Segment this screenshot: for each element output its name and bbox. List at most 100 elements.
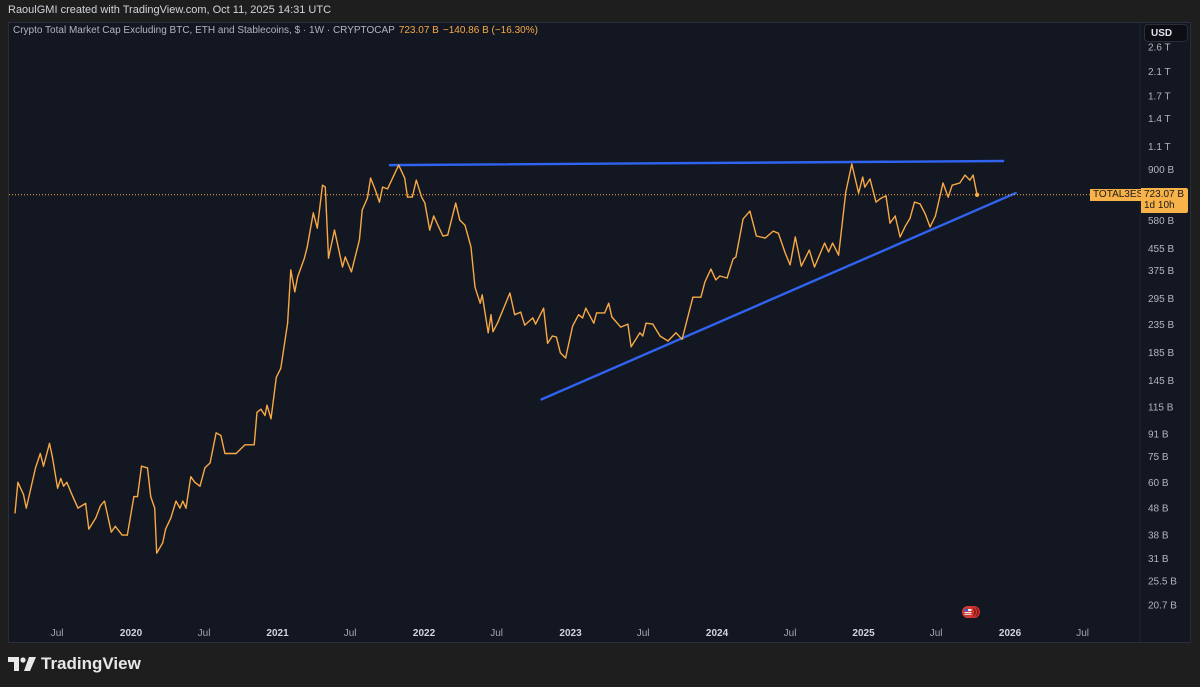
data-point — [675, 332, 677, 334]
data-point — [366, 197, 368, 199]
data-point — [645, 322, 647, 324]
price-tick-label: 455 B — [1148, 244, 1174, 255]
price-tick-label: 48 B — [1148, 504, 1169, 515]
trendline-resistance[interactable] — [388, 159, 1005, 167]
data-point — [909, 217, 911, 219]
time-axis[interactable]: Jul 2020 Jul 2021 Jul 2022 Jul 2023 Jul 2024 Jul 20… — [51, 628, 1089, 639]
time-tick-label: 2024 — [706, 628, 729, 639]
data-point — [704, 281, 706, 283]
data-point — [103, 500, 106, 502]
data-point — [959, 182, 961, 184]
data-point — [455, 202, 457, 204]
data-point — [215, 432, 217, 434]
data-point — [114, 525, 116, 527]
data-point — [585, 307, 587, 309]
data-point — [378, 201, 380, 203]
data-point — [170, 517, 172, 519]
data-point — [150, 496, 152, 498]
data-point — [535, 323, 537, 325]
data-point — [490, 314, 492, 316]
data-point — [224, 452, 226, 455]
tradingview-logo[interactable]: TradingView — [8, 654, 141, 674]
time-tick-label: 2022 — [413, 628, 436, 639]
currency-button[interactable]: USD — [1144, 24, 1188, 42]
price-tick-label: 235 B — [1148, 320, 1174, 331]
data-point — [185, 507, 187, 509]
data-point — [642, 335, 644, 337]
data-point — [543, 307, 545, 309]
data-point — [415, 179, 417, 181]
data-point — [520, 311, 522, 313]
data-point — [710, 268, 712, 270]
data-point — [63, 485, 65, 487]
data-point — [777, 232, 780, 234]
chart-legend: Crypto Total Market Cap Excluding BTC, E… — [13, 25, 538, 36]
data-point — [350, 271, 352, 273]
time-tick-label: Jul — [490, 628, 503, 639]
data-point — [42, 465, 45, 467]
data-point — [951, 184, 953, 186]
data-point — [627, 323, 629, 325]
data-point — [611, 316, 613, 318]
price-tick-label: 295 B — [1148, 294, 1174, 305]
data-point — [524, 324, 526, 326]
data-point — [551, 335, 554, 337]
data-point — [880, 197, 882, 199]
data-point — [156, 552, 158, 554]
data-point — [270, 418, 272, 420]
data-point — [845, 191, 847, 193]
data-point — [327, 257, 330, 259]
data-point — [256, 411, 258, 413]
data-point — [924, 213, 926, 215]
trendlines — [388, 159, 1017, 401]
data-point — [175, 500, 177, 502]
data-point — [899, 236, 901, 238]
data-point — [275, 376, 277, 378]
data-point — [429, 229, 431, 231]
data-point — [692, 296, 694, 298]
price-tick-label: 91 B — [1148, 430, 1169, 441]
data-point — [333, 229, 336, 231]
data-point — [260, 408, 262, 410]
data-point — [470, 246, 472, 248]
data-point — [652, 323, 654, 325]
data-point — [140, 465, 143, 467]
data-point — [659, 335, 661, 337]
data-point — [358, 239, 360, 241]
price-tick-label: 31 B — [1148, 554, 1169, 565]
data-point — [492, 331, 494, 333]
price-axis[interactable]: 2.6 T 2.1 T 1.7 T 1.4 T 1.1 T 900 B 580 B 455 B… — [1148, 43, 1177, 612]
data-point — [667, 340, 669, 342]
data-point — [244, 444, 246, 446]
data-point — [433, 215, 435, 217]
data-point — [312, 212, 314, 214]
data-point — [14, 512, 16, 514]
price-tick-label: 75 B — [1148, 452, 1169, 463]
data-point — [253, 444, 255, 446]
data-point — [190, 476, 192, 478]
data-point — [88, 528, 90, 530]
us-flag-event-icon[interactable] — [962, 606, 980, 618]
trendline-support[interactable] — [540, 191, 1017, 401]
data-point — [497, 321, 499, 323]
data-point — [290, 269, 292, 271]
data-point — [154, 507, 156, 509]
data-point — [608, 302, 610, 304]
price-tick-label: 115 B — [1148, 403, 1174, 414]
chart-panel[interactable] — [8, 22, 1191, 643]
data-point — [894, 215, 896, 217]
price-tick-label: 38 B — [1148, 531, 1169, 542]
data-point — [578, 314, 580, 316]
data-point — [316, 227, 318, 229]
tradingview-logo-icon — [8, 657, 36, 671]
price-tick-label: 580 B — [1148, 216, 1174, 227]
data-point — [110, 531, 112, 533]
data-point — [509, 292, 511, 294]
data-point — [199, 485, 201, 487]
data-point — [398, 164, 400, 166]
time-tick-label: Jul — [930, 628, 943, 639]
price-tick-label: 20.7 B — [1148, 601, 1177, 612]
data-point — [889, 222, 891, 224]
data-point — [772, 230, 774, 232]
